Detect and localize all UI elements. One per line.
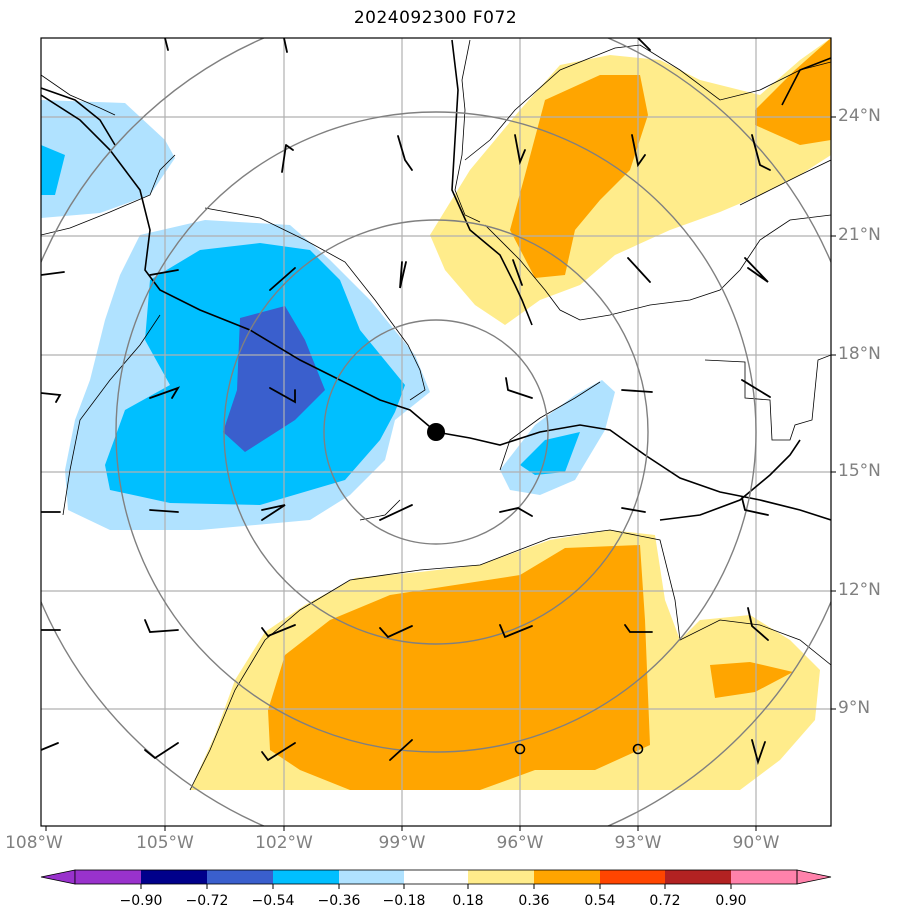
lon-label: 96°W	[496, 833, 544, 853]
plot-frame	[40, 37, 832, 827]
colorbar-bin	[731, 870, 797, 884]
axis-ticks	[45, 116, 836, 831]
colorbar-tick-label: 0.54	[584, 893, 616, 909]
lon-label: 102°W	[255, 833, 313, 853]
colorbar-bin	[404, 870, 468, 884]
lat-label: 9°N	[838, 698, 871, 718]
lon-label: 99°W	[378, 833, 426, 853]
lat-label: 21°N	[838, 225, 881, 245]
colorbar-tick-label: −0.54	[251, 893, 295, 909]
colorbar-frame	[74, 869, 798, 885]
colorbar	[40, 869, 832, 889]
colorbar-tick-label: 0.36	[518, 893, 550, 909]
lat-label: 18°N	[838, 344, 881, 364]
colorbar-bin	[141, 870, 207, 884]
storm-center-marker	[427, 423, 445, 441]
wind-barbs	[41, 38, 771, 766]
negative-anomaly-shading	[41, 100, 615, 530]
lon-label: 93°W	[614, 833, 662, 853]
colorbar-bin	[75, 870, 141, 884]
lon-label: 108°W	[5, 833, 63, 853]
colorbar-bin	[665, 870, 731, 884]
lon-label: 105°W	[136, 833, 194, 853]
colorbar-bin	[207, 870, 273, 884]
lat-label: 15°N	[838, 461, 881, 481]
range-rings	[41, 38, 831, 826]
colorbar-bin	[468, 870, 534, 884]
colorbar-bin	[534, 870, 600, 884]
lat-label: 24°N	[838, 106, 881, 126]
colorbar-bin	[339, 870, 404, 884]
colorbar-bin	[273, 870, 339, 884]
colorbar-tick-label: −0.36	[317, 893, 361, 909]
colorbar-bin	[600, 870, 665, 884]
positive-anomaly-shading	[190, 38, 831, 790]
map-title: 2024092300 F072	[353, 8, 518, 28]
lat-label: 12°N	[838, 580, 881, 600]
colorbar-tick-label: 0.18	[452, 893, 484, 909]
colorbar-tick-label: −0.90	[119, 893, 163, 909]
colorbar-extend-min	[40, 869, 76, 885]
colorbar-tick-label: 0.72	[649, 893, 681, 909]
colorbar-extend-max	[796, 869, 832, 885]
lon-label: 90°W	[732, 833, 780, 853]
calm-wind-markers	[514, 743, 644, 755]
country-borders	[41, 39, 831, 521]
colorbar-tick-label: −0.18	[382, 893, 426, 909]
colorbar-tick-label: −0.72	[185, 893, 229, 909]
colorbar-tick-label: 0.90	[715, 893, 747, 909]
coastlines	[41, 39, 831, 791]
